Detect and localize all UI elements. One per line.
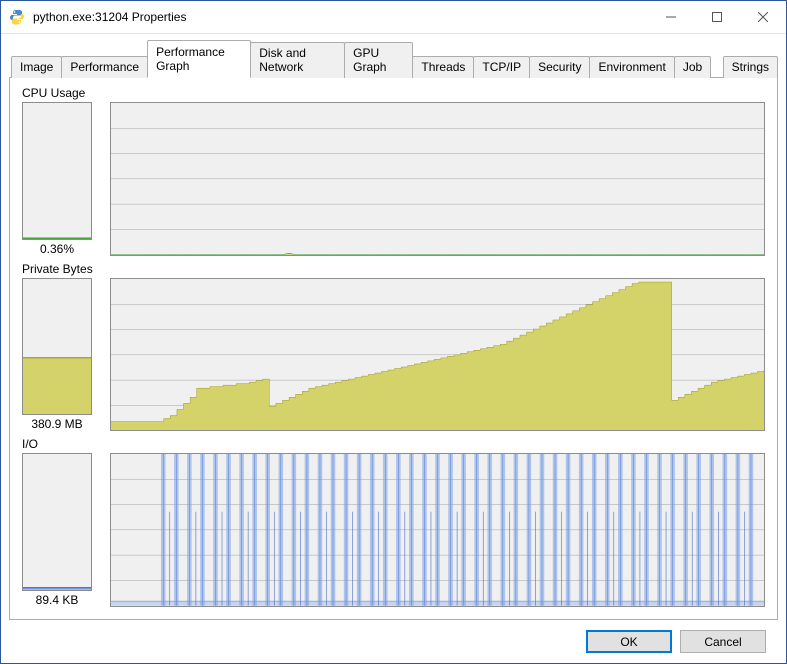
mini-value-private-bytes: 380.9 MB [22, 415, 92, 431]
graph-cpu [110, 102, 765, 256]
tabstrip: ImagePerformancePerformance GraphDisk an… [9, 40, 778, 78]
mini-value-io: 89.4 KB [22, 591, 92, 607]
tab-gpu-graph[interactable]: GPU Graph [344, 42, 413, 78]
tab-page-performance-graph: CPU Usage 0.36% Private Bytes 380.9 MB [9, 78, 778, 620]
tab-image[interactable]: Image [11, 56, 62, 78]
tab-security[interactable]: Security [529, 56, 590, 78]
tab-strings[interactable]: Strings [723, 56, 778, 78]
graph-private-bytes [110, 278, 765, 432]
window-title: python.exe:31204 Properties [33, 10, 648, 24]
properties-window: python.exe:31204 Properties ImagePerform… [0, 0, 787, 664]
close-button[interactable] [740, 2, 786, 32]
graph-io [110, 453, 765, 607]
client-area: ImagePerformancePerformance GraphDisk an… [1, 34, 786, 663]
maximize-button[interactable] [694, 2, 740, 32]
tab-tcp-ip[interactable]: TCP/IP [473, 56, 530, 78]
dialog-button-row: OK Cancel [9, 620, 778, 653]
section-label-private-bytes: Private Bytes [22, 262, 765, 276]
tab-threads[interactable]: Threads [412, 56, 474, 78]
tab-performance-graph[interactable]: Performance Graph [147, 40, 251, 78]
mini-value-cpu: 0.36% [22, 240, 92, 256]
cancel-button[interactable]: Cancel [680, 630, 766, 653]
python-icon [9, 9, 25, 25]
section-label-cpu: CPU Usage [22, 86, 765, 100]
mini-graph-cpu [22, 102, 92, 240]
section-io: I/O 89.4 KB [22, 437, 765, 607]
mini-graph-io [22, 453, 92, 591]
section-cpu: CPU Usage 0.36% [22, 86, 765, 256]
tab-disk-and-network[interactable]: Disk and Network [250, 42, 345, 78]
tab-job[interactable]: Job [674, 56, 711, 78]
ok-button[interactable]: OK [586, 630, 672, 653]
titlebar: python.exe:31204 Properties [1, 1, 786, 34]
section-label-io: I/O [22, 437, 765, 451]
mini-graph-private-bytes [22, 278, 92, 416]
tab-environment[interactable]: Environment [589, 56, 674, 78]
tab-performance[interactable]: Performance [61, 56, 148, 78]
minimize-button[interactable] [648, 2, 694, 32]
section-private-bytes: Private Bytes 380.9 MB [22, 262, 765, 432]
